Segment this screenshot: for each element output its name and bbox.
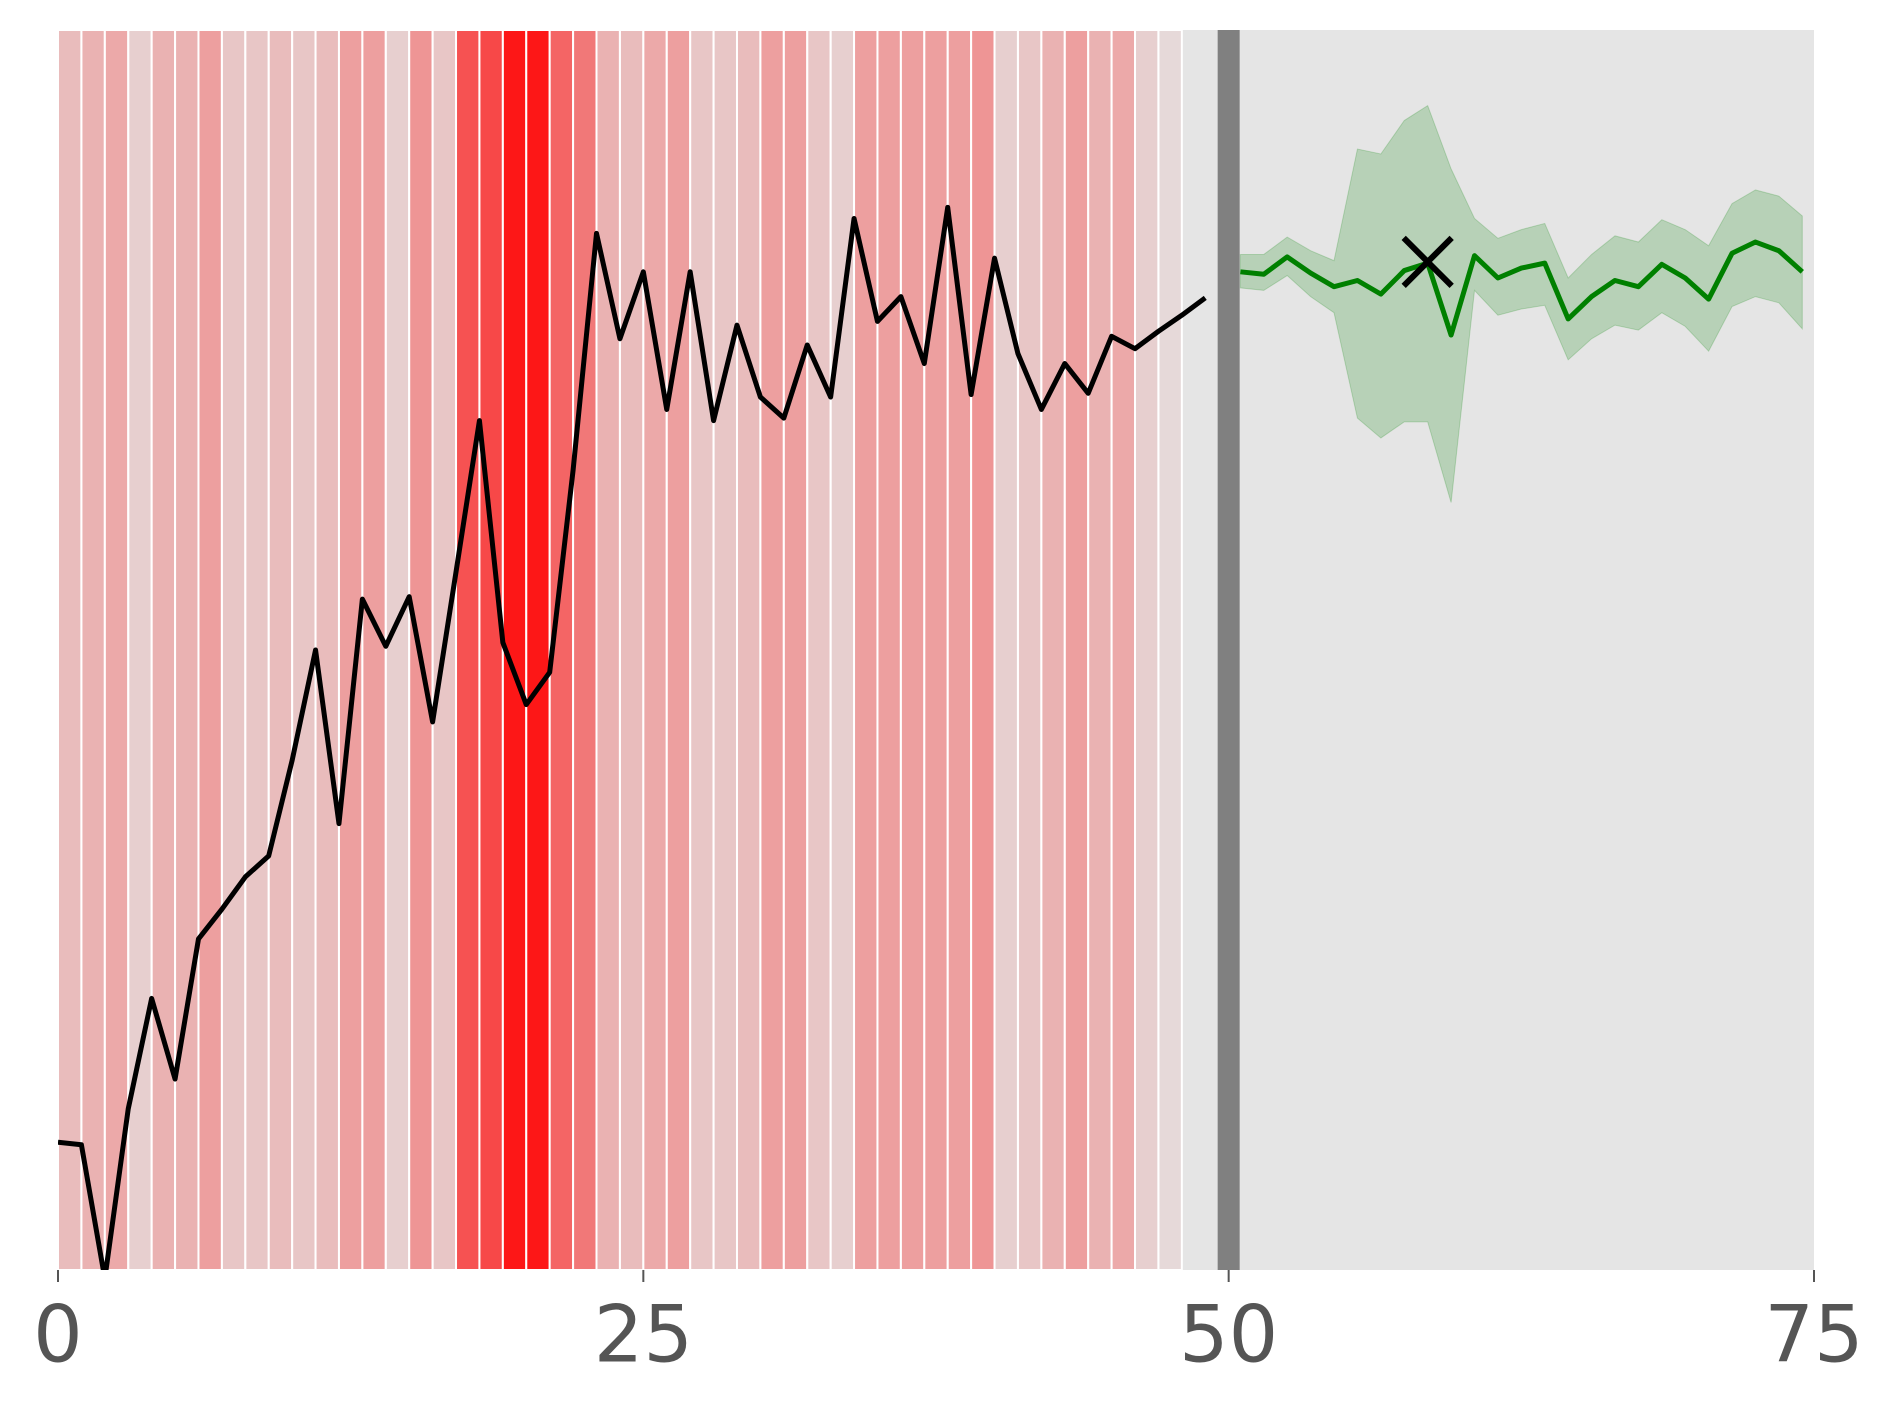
- attention-bar: [876, 30, 902, 1270]
- attention-bar: [525, 30, 551, 1270]
- attention-bar: [267, 30, 294, 1270]
- attention-bar: [735, 30, 762, 1270]
- attention-bar: [806, 30, 832, 1270]
- attention-bar: [572, 30, 598, 1270]
- series-line: [1240, 239, 1804, 338]
- attention-bar: [361, 30, 387, 1270]
- attention-bar: [197, 30, 223, 1270]
- attention-bar: [58, 30, 83, 1270]
- attention-bar: [291, 30, 317, 1270]
- attention-bar: [1087, 30, 1113, 1270]
- attention-bar: [642, 30, 668, 1270]
- x-tick-label: 0: [33, 1290, 83, 1380]
- attention-bar: [174, 30, 200, 1270]
- attention-bar: [478, 30, 504, 1270]
- true-value-marker: [1401, 235, 1454, 289]
- plot-background: [58, 30, 1814, 1270]
- attention-bar: [244, 30, 270, 1270]
- series-line: [58, 204, 1207, 1270]
- attention-bar: [970, 30, 996, 1270]
- attention-bar: [384, 30, 411, 1270]
- attention-bar: [80, 30, 106, 1270]
- x-tick-label: 75: [1764, 1290, 1863, 1380]
- attention-bar: [1110, 30, 1137, 1270]
- attention-bar: [103, 30, 130, 1270]
- attention-bar: [150, 30, 177, 1270]
- attention-bar: [1040, 30, 1066, 1270]
- attention-bar: [595, 30, 621, 1270]
- attention-bar: [759, 30, 785, 1270]
- attention-bar: [712, 30, 738, 1270]
- attention-bar: [1063, 30, 1090, 1270]
- attention-bar: [853, 30, 879, 1270]
- attention-bar: [993, 30, 1019, 1270]
- attention-bar: [314, 30, 340, 1270]
- x-tick-label: 25: [594, 1290, 693, 1380]
- confidence-band: [1239, 104, 1803, 503]
- attention-bar: [665, 30, 692, 1270]
- attention-bar: [1157, 30, 1183, 1270]
- attention-bar: [689, 30, 715, 1270]
- attention-bar: [1134, 30, 1160, 1270]
- attention-bar: [220, 30, 247, 1270]
- attention-bar: [1016, 30, 1043, 1270]
- attention-bar: [782, 30, 809, 1270]
- attention-bar: [455, 30, 481, 1270]
- attention-bar: [899, 30, 926, 1270]
- attention-bar: [829, 30, 856, 1270]
- attention-bar: [618, 30, 645, 1270]
- x-tick-label: 50: [1179, 1290, 1278, 1380]
- plot-area: [58, 30, 1804, 1270]
